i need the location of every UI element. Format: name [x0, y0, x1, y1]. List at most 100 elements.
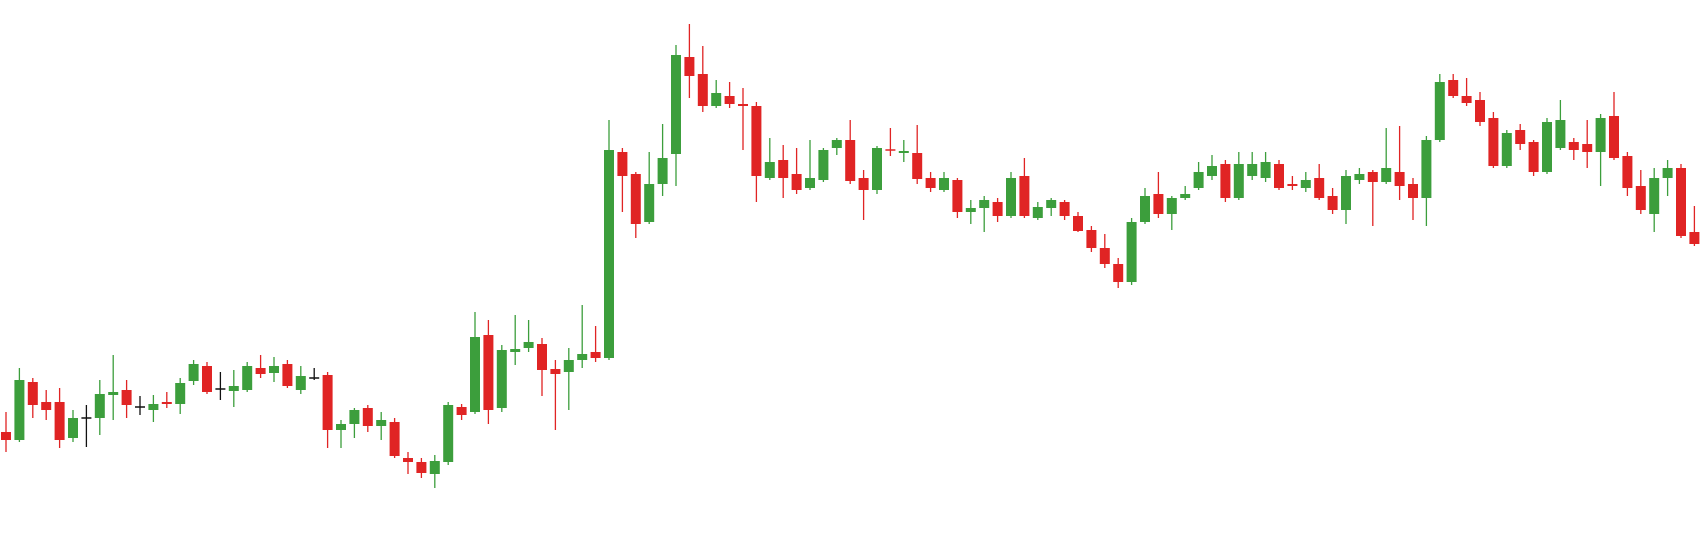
candle-body — [1059, 202, 1070, 216]
candle-body — [1515, 130, 1526, 144]
candle-body — [764, 162, 775, 178]
candle-body — [1434, 82, 1445, 140]
candle-body — [537, 344, 547, 370]
candle-body — [550, 369, 561, 374]
candle-body — [1099, 248, 1110, 264]
candle-body — [403, 458, 413, 462]
candle-body — [885, 149, 896, 151]
candle-body — [1300, 180, 1311, 188]
candle-body — [1247, 164, 1258, 176]
candle-body — [1408, 184, 1418, 198]
candle-body — [269, 366, 279, 373]
candle-body — [336, 424, 346, 430]
candle-body — [912, 153, 923, 179]
candle-body — [1046, 200, 1057, 208]
candle-body — [1649, 178, 1660, 214]
candle-body — [416, 462, 427, 473]
candle-body — [1381, 168, 1392, 182]
candle-body — [657, 158, 668, 184]
candle-body — [14, 380, 25, 440]
candle-body — [429, 461, 440, 474]
candle-body — [590, 352, 601, 358]
candle-body — [939, 178, 949, 190]
candle-body — [1421, 140, 1432, 198]
candle-body — [818, 150, 829, 180]
candle-body — [1073, 216, 1083, 231]
candle-body — [362, 408, 373, 426]
candle-body — [202, 366, 212, 392]
candle-body — [1220, 164, 1231, 198]
candle-body — [1582, 144, 1593, 152]
candle-body — [697, 74, 708, 106]
candle-body — [228, 386, 239, 391]
candle-body — [54, 402, 65, 440]
candle-body — [925, 178, 936, 188]
candle-body — [1193, 172, 1204, 188]
candle-body — [604, 150, 614, 358]
candle-body — [751, 106, 762, 176]
candle-body — [443, 405, 454, 462]
candle-body — [1568, 142, 1579, 150]
candle-body — [470, 337, 480, 412]
candle-body — [1676, 168, 1686, 236]
candle-body — [1341, 176, 1351, 210]
candle-body — [1367, 172, 1378, 182]
candle-body — [1113, 264, 1124, 282]
candle-body — [188, 364, 199, 381]
candle-body — [644, 184, 655, 222]
candle-body — [1019, 176, 1030, 216]
candle-body — [1609, 116, 1619, 158]
candle-body — [1287, 184, 1298, 186]
candle-body — [282, 364, 293, 386]
candle-body — [1501, 133, 1512, 166]
candle-body — [108, 392, 119, 395]
candle-body — [684, 57, 695, 76]
candle-body — [630, 174, 641, 224]
candle-body — [148, 404, 159, 410]
candle-body — [1595, 118, 1606, 152]
candle-body — [1086, 230, 1097, 248]
candle-body — [1233, 164, 1244, 198]
candle-body — [483, 335, 494, 410]
candle-body — [389, 422, 400, 456]
candle-body — [1260, 162, 1271, 178]
candle-body — [1448, 80, 1459, 96]
candle-body — [845, 140, 856, 181]
candle-body — [711, 93, 722, 106]
candle-body — [322, 375, 333, 430]
candle-body — [376, 420, 387, 426]
candle-body — [1153, 194, 1164, 214]
candle-body — [979, 200, 990, 208]
candle-body — [510, 349, 521, 352]
candle-body — [215, 388, 226, 390]
candle-body — [1461, 96, 1472, 103]
candle-body — [1475, 100, 1485, 122]
candle-body — [1207, 166, 1217, 176]
candle-body — [671, 55, 681, 154]
candle-body — [858, 178, 869, 190]
candle-body — [27, 382, 38, 405]
candle-body — [1555, 120, 1566, 148]
candle-body — [831, 140, 842, 148]
candle-body — [952, 180, 963, 212]
candle-body — [805, 178, 815, 188]
candle-body — [295, 376, 306, 390]
candle-body — [738, 104, 748, 106]
candle-body — [1, 432, 11, 440]
candle-body — [965, 208, 976, 212]
candle-body — [1327, 196, 1338, 210]
candle-body — [778, 160, 789, 178]
candle-body — [1662, 168, 1673, 178]
candle-body — [81, 417, 92, 419]
candle-body — [1006, 178, 1016, 216]
candle-body — [563, 360, 574, 372]
candle-body — [1394, 172, 1405, 186]
candle-body — [1274, 164, 1284, 188]
candle-body — [872, 148, 882, 190]
candle-body — [791, 174, 802, 190]
candle-body — [135, 406, 145, 408]
candle-body — [1689, 232, 1700, 244]
candle-body — [94, 394, 105, 418]
candle-body — [1126, 222, 1137, 282]
